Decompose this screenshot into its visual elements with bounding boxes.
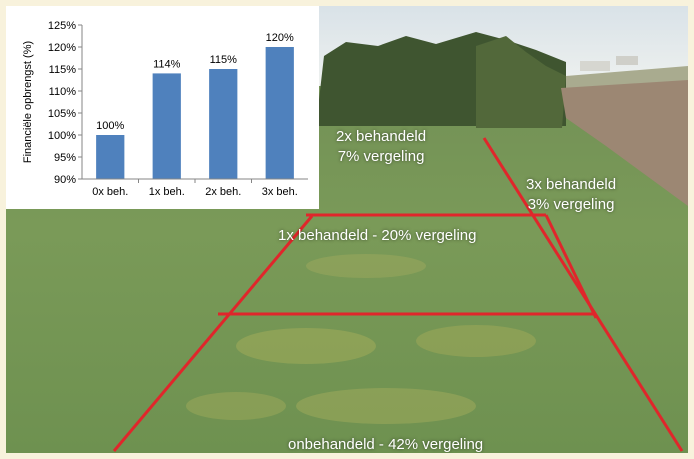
x-category-label: 2x beh.: [205, 186, 241, 198]
y-tick-label: 125%: [48, 20, 76, 32]
x-category-label: 0x beh.: [92, 186, 128, 198]
plot-boundary-lines: [112, 137, 684, 452]
bar-chart: 90%95%100%105%110%115%120%125% 100%114% 1…: [22, 20, 308, 198]
bar-value-label: 120%: [266, 32, 294, 44]
bar: [96, 135, 125, 179]
y-axis: 90% 95% 100% 105% 110% 115% 120% 125%: [48, 20, 83, 186]
plot-label-untreated-text: onbehandeld - 42% vergeling: [288, 436, 484, 453]
bar: [265, 47, 294, 179]
y-tick-label: 110%: [49, 86, 77, 98]
bar-value-label: 114%: [153, 58, 181, 70]
bar-value-label: 100%: [96, 120, 124, 132]
chart-card: 90% 95% 100% 105% 110% 115% 120% 125% 100% 114% 1…: [6, 6, 319, 209]
plot-label-1x-text: 1x behandeld - 20% vergeling: [278, 227, 477, 244]
x-category-label: 1x beh.: [149, 186, 185, 198]
x-axis: 0x beh. 1x beh. 2x beh. 3x beh.: [82, 178, 308, 198]
plot-label-3x: 3x behandeld 3% vergeling: [526, 175, 616, 215]
plot-label-2x-yellowing: 7% vergeling: [337, 148, 425, 165]
field-photo: 2x behandeld 7% vergeling 3x behandeld 3…: [6, 6, 688, 453]
plot-label-2x-treatment: 2x behandeld: [336, 128, 427, 145]
plot-label-1x: 1x behandeld - 20% vergeling: [278, 226, 476, 246]
plot-label-untreated: onbehandeld - 42% vergeling: [288, 435, 483, 453]
x-category-label: 3x beh.: [262, 186, 298, 198]
bar: [152, 73, 181, 179]
y-tick-label: 90%: [54, 174, 76, 186]
plot-label-3x-yellowing: 3% vergeling: [527, 196, 615, 213]
bar-value-label: 115%: [210, 54, 238, 66]
y-tick-label: 105%: [48, 108, 76, 120]
y-tick-label: 115%: [49, 64, 77, 76]
y-tick-label: 100%: [48, 130, 76, 142]
y-tick-label: 95%: [54, 152, 76, 164]
y-axis-title: Financiële opbrengst (%): [22, 41, 34, 163]
plot-label-3x-treatment: 3x behandeld: [526, 176, 617, 193]
field-photo-graphic: [6, 6, 688, 453]
bar: [209, 69, 238, 179]
plot-label-2x: 2x behandeld 7% vergeling: [336, 127, 426, 167]
y-tick-label: 120%: [48, 42, 76, 54]
bars-group: 100% 114% 115% 120%: [96, 32, 294, 179]
